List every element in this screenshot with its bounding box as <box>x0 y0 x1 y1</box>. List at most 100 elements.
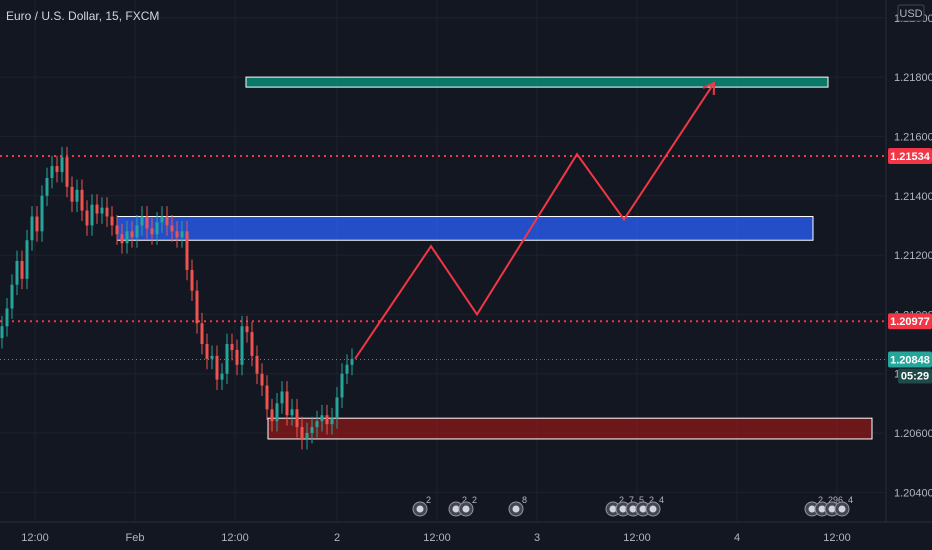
candle-body[interactable] <box>215 355 219 380</box>
candle-body[interactable] <box>345 364 349 374</box>
candle-body[interactable] <box>305 433 309 439</box>
candle-body[interactable] <box>310 427 314 434</box>
candle-body[interactable] <box>145 216 149 229</box>
candle-body[interactable] <box>90 204 94 226</box>
candle-body[interactable] <box>210 355 214 359</box>
candle-body[interactable] <box>125 231 129 244</box>
event-marker-icon[interactable]: 2 <box>458 495 477 517</box>
events-layer[interactable]: 2 2 2 8 2 7 5 2 4 2 29 6 4 <box>412 495 853 517</box>
candle-body[interactable] <box>35 216 39 232</box>
candle-body[interactable] <box>55 166 59 173</box>
candle-body[interactable] <box>65 157 69 187</box>
event-marker-icon[interactable]: 8 <box>508 495 527 517</box>
candle-body[interactable] <box>100 207 104 214</box>
event-marker-icon[interactable]: 4 <box>645 495 664 517</box>
candle-body[interactable] <box>180 231 184 238</box>
candle-body[interactable] <box>185 231 189 270</box>
candle-body[interactable] <box>130 231 134 238</box>
event-count-label: 2 <box>426 495 431 505</box>
candle-body[interactable] <box>80 189 84 211</box>
candle-body[interactable] <box>50 166 54 178</box>
candle-body[interactable] <box>325 415 329 425</box>
candle-body[interactable] <box>270 409 274 422</box>
event-marker-icon[interactable]: 2 <box>412 495 431 517</box>
candle-body[interactable] <box>0 326 4 339</box>
projection-path[interactable] <box>354 82 715 360</box>
candle-body[interactable] <box>110 216 114 226</box>
projection-path-layer[interactable] <box>354 81 716 360</box>
candle-body[interactable] <box>330 418 334 425</box>
candle-body[interactable] <box>140 216 144 226</box>
time-tick-label: Feb <box>126 532 145 544</box>
candle-body[interactable] <box>300 427 304 439</box>
candle-body[interactable] <box>15 261 19 285</box>
candle-body[interactable] <box>280 391 284 404</box>
candle-body[interactable] <box>175 231 179 238</box>
candle-body[interactable] <box>5 308 9 327</box>
candle-body[interactable] <box>170 225 174 232</box>
candles-layer[interactable] <box>0 146 354 450</box>
event-count-label: 8 <box>522 495 527 505</box>
candle-body[interactable] <box>45 177 49 196</box>
candle-body[interactable] <box>260 373 264 386</box>
event-count-label: 4 <box>848 495 853 505</box>
candle-body[interactable] <box>235 349 239 365</box>
candle-body[interactable] <box>285 391 289 416</box>
candle-body[interactable] <box>265 385 269 410</box>
candle-body[interactable] <box>220 373 224 380</box>
price-tick-label: 1.20400 <box>894 487 932 499</box>
level-price-tag[interactable] <box>888 148 932 165</box>
candle-body[interactable] <box>165 216 169 226</box>
event-marker-icon[interactable]: 4 <box>834 495 853 517</box>
zone-box-0[interactable] <box>245 76 829 88</box>
candle-body[interactable] <box>75 189 79 202</box>
candle-body[interactable] <box>200 323 204 345</box>
candle-body[interactable] <box>60 157 64 173</box>
time-tick-label: 12:00 <box>423 532 451 544</box>
event-count-label: 29 <box>828 495 838 505</box>
candle-body[interactable] <box>230 344 234 350</box>
time-tick-label: 12:00 <box>623 532 651 544</box>
candle-body[interactable] <box>275 403 279 422</box>
event-flag-dot <box>619 505 627 513</box>
candle-body[interactable] <box>115 225 119 235</box>
candle-body[interactable] <box>85 210 89 226</box>
candle-body[interactable] <box>195 290 199 324</box>
candle-body[interactable] <box>20 261 24 279</box>
candle-body[interactable] <box>155 222 159 235</box>
candle-body[interactable] <box>30 216 34 241</box>
candle-body[interactable] <box>245 326 249 333</box>
current-price-tag[interactable] <box>888 351 932 368</box>
candle-body[interactable] <box>290 409 294 416</box>
level-price-tag[interactable] <box>888 313 932 330</box>
currency-badge[interactable] <box>897 4 925 22</box>
candle-body[interactable] <box>350 358 354 365</box>
candle-body[interactable] <box>10 284 14 309</box>
time-axis[interactable]: 12:00 Feb 12:00 2 12:00 3 12:00 4 12:00 <box>0 521 932 544</box>
candle-body[interactable] <box>320 415 324 422</box>
candle-body[interactable] <box>120 234 124 244</box>
zone-box-2[interactable] <box>267 417 873 440</box>
candle-body[interactable] <box>40 195 44 232</box>
candle-body[interactable] <box>70 186 74 202</box>
candle-body[interactable] <box>225 344 229 374</box>
candle-body[interactable] <box>25 240 29 279</box>
zone-box-1[interactable] <box>116 216 814 241</box>
candle-body[interactable] <box>190 269 194 291</box>
candle-body[interactable] <box>250 332 254 356</box>
price-axis[interactable]: 1.220001.218001.216001.214001.212001.210… <box>885 0 932 550</box>
candle-body[interactable] <box>240 326 244 365</box>
candle-body[interactable] <box>255 355 259 374</box>
projection-arrowhead <box>702 81 716 96</box>
candle-body[interactable] <box>105 207 109 217</box>
candle-body[interactable] <box>315 421 319 428</box>
candle-body[interactable] <box>340 373 344 398</box>
candle-body[interactable] <box>335 397 339 419</box>
candle-body[interactable] <box>95 204 99 214</box>
candle-body[interactable] <box>135 225 139 238</box>
candle-body[interactable] <box>205 344 209 359</box>
candle-body[interactable] <box>160 216 164 223</box>
candle-body[interactable] <box>150 228 154 235</box>
candle-body[interactable] <box>295 409 299 428</box>
